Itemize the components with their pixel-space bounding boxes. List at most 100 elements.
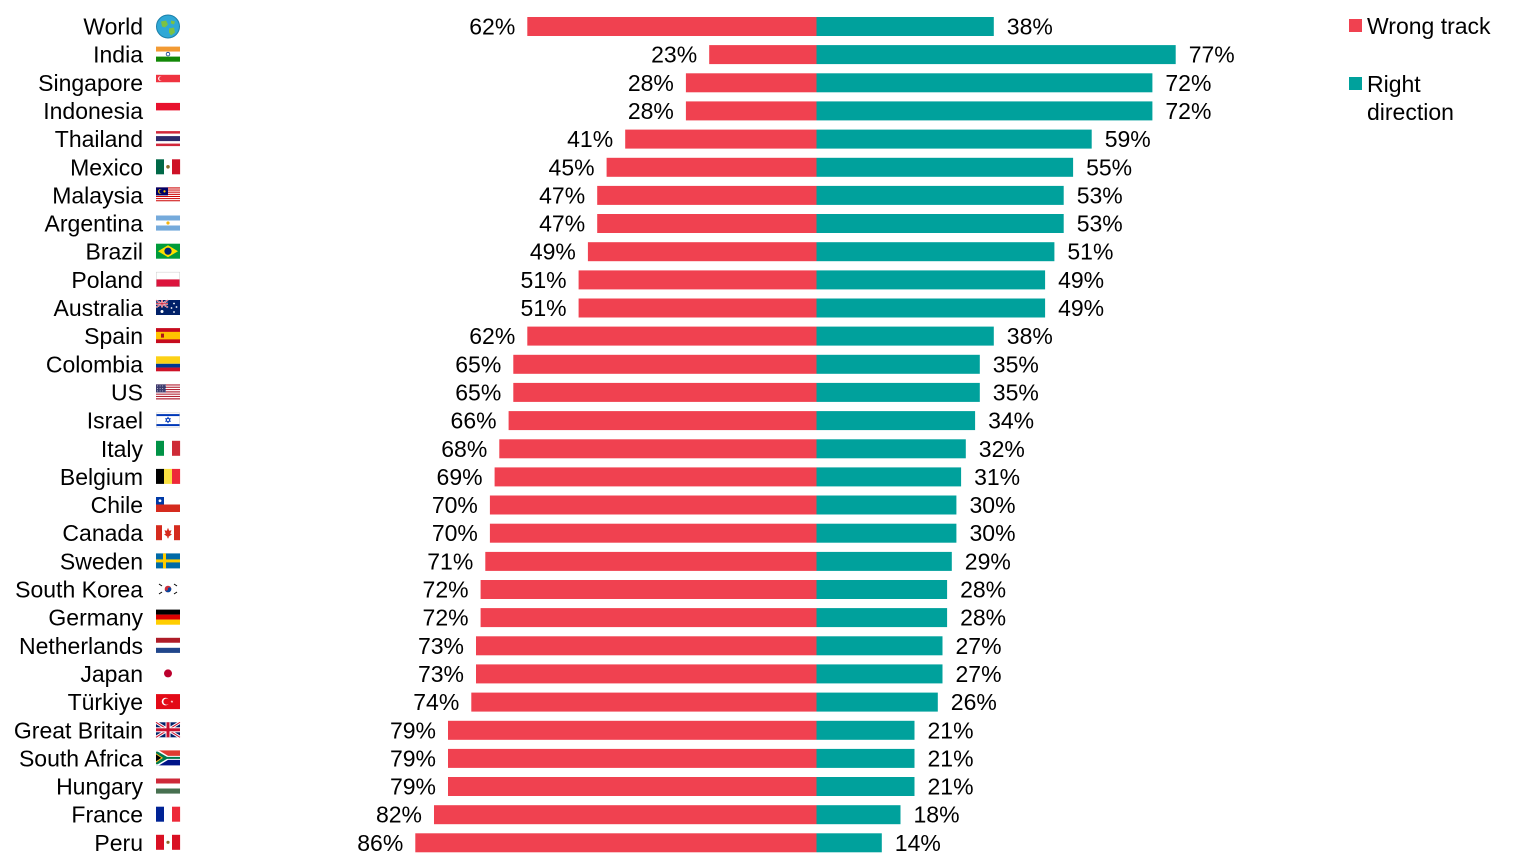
bar-right-direction-canada xyxy=(816,523,957,543)
bar-right-direction-great-britain xyxy=(816,720,915,740)
value-label-wrong-track-argentina: 47% xyxy=(539,211,585,237)
value-label-wrong-track-great-britain: 79% xyxy=(390,717,436,743)
value-label-wrong-track-france: 82% xyxy=(376,802,422,828)
country-label-indonesia: Indonesia xyxy=(43,98,143,124)
country-label-sweden: Sweden xyxy=(60,548,143,574)
bar-wrong-track-canada xyxy=(489,523,817,543)
value-label-right-direction-canada: 30% xyxy=(970,520,1016,546)
value-label-wrong-track-sweden: 71% xyxy=(427,548,473,574)
bar-right-direction-south-korea xyxy=(816,580,948,599)
value-label-wrong-track-australia: 51% xyxy=(521,295,567,321)
flag-india-icon xyxy=(156,46,180,62)
value-label-right-direction-argentina: 53% xyxy=(1077,211,1123,237)
value-label-right-direction-japan: 27% xyxy=(956,661,1002,687)
bar-right-direction-argentina xyxy=(816,214,1064,233)
bar-right-direction-sweden xyxy=(816,551,952,571)
bar-right-direction-israel xyxy=(816,411,976,431)
bar-right-direction-india xyxy=(816,45,1176,65)
legend-label-wrong-track: Wrong track xyxy=(1367,13,1491,39)
value-label-wrong-track-netherlands: 73% xyxy=(418,633,464,659)
country-label-australia: Australia xyxy=(54,295,144,321)
value-label-wrong-track-indonesia: 28% xyxy=(628,98,674,124)
country-label-canada: Canada xyxy=(62,520,143,546)
value-label-wrong-track-canada: 70% xyxy=(432,520,478,546)
bar-wrong-track-france xyxy=(434,805,817,825)
value-label-right-direction-belgium: 31% xyxy=(974,464,1020,490)
value-label-wrong-track-world: 62% xyxy=(469,14,515,40)
bar-wrong-track-singapore xyxy=(685,73,817,93)
value-label-right-direction-indonesia: 72% xyxy=(1165,98,1211,124)
value-label-right-direction-turkiye: 26% xyxy=(951,689,997,715)
legend-swatch-wrong-track xyxy=(1349,19,1362,32)
value-label-right-direction-india: 77% xyxy=(1189,42,1235,68)
bar-wrong-track-belgium xyxy=(494,467,817,487)
flag-poland-icon xyxy=(156,271,180,287)
value-label-wrong-track-malaysia: 47% xyxy=(539,182,585,208)
flag-netherlands-icon xyxy=(156,637,180,653)
bar-wrong-track-turkiye xyxy=(471,692,817,712)
bar-wrong-track-colombia xyxy=(513,354,817,374)
value-label-wrong-track-mexico: 45% xyxy=(549,154,595,180)
value-label-wrong-track-us: 65% xyxy=(455,379,501,405)
bar-wrong-track-us xyxy=(513,382,817,402)
value-label-wrong-track-colombia: 65% xyxy=(455,351,501,377)
country-label-netherlands: Netherlands xyxy=(19,633,143,659)
bar-right-direction-south-africa xyxy=(816,748,915,768)
globe-icon xyxy=(156,14,180,39)
value-label-right-direction-spain: 38% xyxy=(1007,323,1053,349)
flag-france-icon xyxy=(156,806,181,822)
bar-right-direction-world xyxy=(816,17,994,36)
value-label-wrong-track-spain: 62% xyxy=(469,323,515,349)
value-label-wrong-track-peru: 86% xyxy=(357,830,403,856)
value-label-wrong-track-thailand: 41% xyxy=(567,126,613,152)
bar-right-direction-brazil xyxy=(816,242,1055,262)
legend: Wrong track Right direction xyxy=(1349,13,1491,125)
bar-wrong-track-australia xyxy=(578,298,817,318)
value-label-right-direction-israel: 34% xyxy=(988,408,1034,434)
flag-south-korea-icon xyxy=(156,581,180,597)
value-label-right-direction-chile: 30% xyxy=(970,492,1016,518)
value-label-wrong-track-italy: 68% xyxy=(441,436,487,462)
flag-indonesia-icon xyxy=(156,102,180,118)
legend-label-right-direction-line2: direction xyxy=(1367,99,1454,125)
bar-right-direction-malaysia xyxy=(816,185,1064,205)
flag-canada-icon xyxy=(156,525,180,541)
legend-label-right-direction-line1: Right xyxy=(1367,71,1421,97)
flag-sweden-icon xyxy=(156,553,180,569)
country-label-italy: Italy xyxy=(101,436,144,462)
bar-right-direction-france xyxy=(816,805,901,825)
bar-wrong-track-italy xyxy=(499,439,817,459)
bar-right-direction-thailand xyxy=(816,129,1092,149)
flag-argentina-icon xyxy=(156,215,180,231)
flag-turkiye-icon xyxy=(156,694,180,710)
bar-right-direction-spain xyxy=(816,326,994,346)
value-label-wrong-track-brazil: 49% xyxy=(530,239,576,265)
value-label-right-direction-mexico: 55% xyxy=(1086,154,1132,180)
country-label-south-africa: South Africa xyxy=(19,745,143,771)
bar-wrong-track-great-britain xyxy=(448,720,817,740)
bar-wrong-track-japan xyxy=(476,664,817,684)
bar-wrong-track-hungary xyxy=(448,777,817,796)
flag-us-icon xyxy=(156,384,180,400)
value-label-right-direction-thailand: 59% xyxy=(1105,126,1151,152)
bar-wrong-track-germany xyxy=(480,608,817,628)
flag-south-africa-icon xyxy=(156,750,180,766)
bar-right-direction-us xyxy=(816,382,980,402)
bar-right-direction-mexico xyxy=(816,157,1074,177)
labels-layer: 62% 38% World 23% 77% India 28% 72% Singapore 28%… xyxy=(14,14,1235,856)
country-label-belgium: Belgium xyxy=(60,464,143,490)
bar-wrong-track-peru xyxy=(415,833,817,853)
country-label-south-korea: South Korea xyxy=(15,577,143,603)
bar-right-direction-australia xyxy=(816,298,1046,318)
country-label-thailand: Thailand xyxy=(55,126,143,152)
value-label-right-direction-brazil: 51% xyxy=(1067,239,1113,265)
value-label-wrong-track-chile: 70% xyxy=(432,492,478,518)
value-label-right-direction-netherlands: 27% xyxy=(956,633,1002,659)
value-label-right-direction-hungary: 21% xyxy=(928,774,974,800)
bar-right-direction-germany xyxy=(816,608,948,628)
value-label-wrong-track-germany: 72% xyxy=(423,605,469,631)
value-label-wrong-track-belgium: 69% xyxy=(437,464,483,490)
value-label-wrong-track-poland: 51% xyxy=(521,267,567,293)
flag-italy-icon xyxy=(156,440,181,456)
bar-wrong-track-brazil xyxy=(587,242,817,262)
